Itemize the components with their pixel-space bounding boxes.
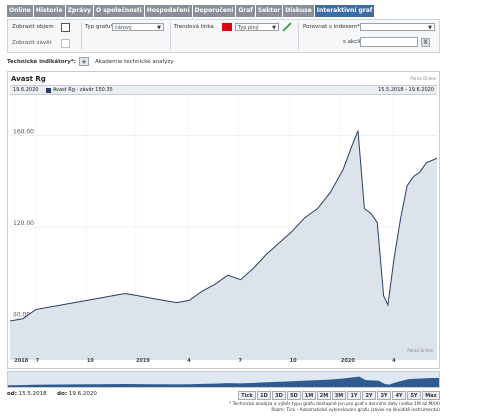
zoom-1y-button[interactable]: 1Y bbox=[347, 391, 361, 400]
from-value[interactable]: 15.5.2018 bbox=[18, 391, 47, 397]
zoom-3d-button[interactable]: 3D bbox=[272, 391, 286, 400]
zoom-2m-button[interactable]: 2M bbox=[317, 391, 331, 400]
tab-9[interactable]: Interaktivní graf bbox=[314, 5, 375, 17]
zoom-buttons: Tick 1D 3D 5D 1M 2M 3M 1Y 2Y 3Y 4Y 5Y Max bbox=[238, 391, 440, 400]
zoom-3y-button[interactable]: 3Y bbox=[377, 391, 391, 400]
chart-controls: Zobrazit objem Zobrazit závěr Typ grafu*… bbox=[7, 19, 440, 53]
academy-link[interactable]: Akademie technické analýzy bbox=[95, 59, 174, 65]
interactive-chart-panel: Online Historie Zprávy O společnosti Hospoda… bbox=[7, 5, 440, 414]
volume-checkbox[interactable] bbox=[61, 23, 70, 32]
x-tick-label: 2020 bbox=[340, 358, 355, 364]
pencil-icon[interactable] bbox=[282, 22, 292, 32]
tab-2[interactable]: Zprávy bbox=[65, 5, 94, 17]
navigator-sparkline bbox=[8, 376, 439, 387]
zoom-max-button[interactable]: Max bbox=[422, 391, 440, 400]
y-tick-label: 80.00 bbox=[13, 312, 30, 319]
compare-index-select[interactable]: ▼ bbox=[360, 23, 435, 31]
tab-1[interactable]: Historie bbox=[33, 5, 65, 17]
zoom-5d-button[interactable]: 5D bbox=[287, 391, 301, 400]
info-series: Avast Rg - závěr 150.35 bbox=[53, 87, 113, 93]
zoom-2y-button[interactable]: 2Y bbox=[362, 391, 376, 400]
clear-button[interactable]: X bbox=[421, 38, 430, 47]
date-range: od: 15.5.2018 do: 19.6.2020 bbox=[7, 391, 97, 397]
chart-plot-area: 80.00 120.00 160.00 bbox=[10, 94, 437, 360]
zoom-1d-button[interactable]: 1D bbox=[257, 391, 271, 400]
y-tick-label: 120.00 bbox=[13, 220, 34, 227]
trend-type-select[interactable]: Typ plný ▼ bbox=[235, 23, 279, 31]
chart-type-select[interactable]: čárový ▼ bbox=[112, 23, 164, 31]
chart-source-top: Patria Online bbox=[410, 76, 436, 81]
x-axis: 2018 7 10 2019 4 7 10 2020 4 bbox=[10, 358, 437, 366]
chart-title: Avast Rg bbox=[11, 75, 46, 83]
chart-source-bottom: Patria Online bbox=[407, 348, 433, 353]
tab-0[interactable]: Online bbox=[7, 5, 33, 17]
x-tick-label: 4 bbox=[392, 358, 396, 364]
tab-8[interactable]: Diskuse bbox=[283, 5, 314, 17]
tab-7[interactable]: Sektor bbox=[255, 5, 283, 17]
chevron-down-icon: ▼ bbox=[157, 25, 161, 31]
x-tick-label: 2019 bbox=[135, 358, 150, 364]
tab-6[interactable]: Graf bbox=[236, 5, 255, 17]
indicators-row: Technické indikátory*: + Akademie techni… bbox=[7, 56, 440, 69]
tab-4[interactable]: Hospodaření bbox=[144, 5, 192, 17]
zoom-4y-button[interactable]: 4Y bbox=[392, 391, 406, 400]
close-checkbox[interactable] bbox=[61, 39, 70, 48]
x-tick-label: 7 bbox=[35, 358, 40, 364]
zoom-3m-button[interactable]: 3M bbox=[332, 391, 346, 400]
info-range: 15.5.2018 - 19.6.2020 bbox=[378, 87, 434, 93]
tab-bar: Online Historie Zprávy O společnosti Hospoda… bbox=[7, 5, 375, 17]
trend-line-label: Trendová linka bbox=[174, 24, 214, 30]
footnote-1: * Technická analýza a výběr typu grafu d… bbox=[229, 402, 440, 407]
chevron-down-icon: ▼ bbox=[272, 25, 276, 31]
series-area bbox=[10, 130, 437, 360]
x-tick-label: 2018 bbox=[14, 358, 29, 364]
x-tick-label: 10 bbox=[289, 358, 297, 364]
close-label: Zobrazit závěr bbox=[12, 40, 52, 46]
compare-index-label: Porovnat s indexem* bbox=[303, 24, 360, 30]
x-tick-label: 4 bbox=[187, 358, 191, 364]
trend-color-swatch[interactable] bbox=[222, 23, 232, 31]
price-chart: Avast Rg Patria Online 19.6.2020 Avast R… bbox=[7, 71, 440, 369]
tab-3[interactable]: O společnosti bbox=[94, 5, 144, 17]
trend-type-value: Typ plný bbox=[238, 25, 259, 31]
to-label: do: bbox=[57, 391, 68, 397]
zoom-1m-button[interactable]: 1M bbox=[302, 391, 316, 400]
chart-info-bar: 19.6.2020 Avast Rg - závěr 150.35 15.5.2… bbox=[10, 85, 437, 95]
compare-stock-input[interactable] bbox=[360, 37, 418, 47]
indicators-label: Technické indikátory*: bbox=[7, 59, 76, 65]
series-line bbox=[10, 130, 437, 322]
navigator-area bbox=[8, 376, 439, 387]
compare-stock-label: s akcií* bbox=[343, 39, 363, 45]
to-value[interactable]: 19.6.2020 bbox=[68, 391, 97, 397]
x-tick-label: 7 bbox=[238, 358, 242, 364]
from-label: od: bbox=[7, 391, 17, 397]
y-tick-label: 160.00 bbox=[13, 128, 34, 135]
info-date: 19.6.2020 bbox=[13, 87, 39, 93]
x-tick-label: 10 bbox=[86, 358, 94, 364]
tab-5[interactable]: Doporučení bbox=[192, 5, 236, 17]
zoom-5y-button[interactable]: 5Y bbox=[407, 391, 421, 400]
navigator[interactable] bbox=[7, 371, 440, 388]
chart-type-value: čárový bbox=[115, 25, 132, 31]
chart-type-label: Typ grafu* bbox=[85, 24, 114, 30]
chevron-down-icon: ▼ bbox=[428, 25, 432, 31]
zoom-tick-button[interactable]: Tick bbox=[238, 391, 256, 400]
volume-label: Zobrazit objem bbox=[12, 24, 54, 30]
legend-swatch bbox=[46, 87, 51, 93]
footnote-2: Rozm: Tick - Automatické vykreslování gr… bbox=[271, 408, 440, 413]
add-indicator-button[interactable]: + bbox=[79, 57, 89, 66]
